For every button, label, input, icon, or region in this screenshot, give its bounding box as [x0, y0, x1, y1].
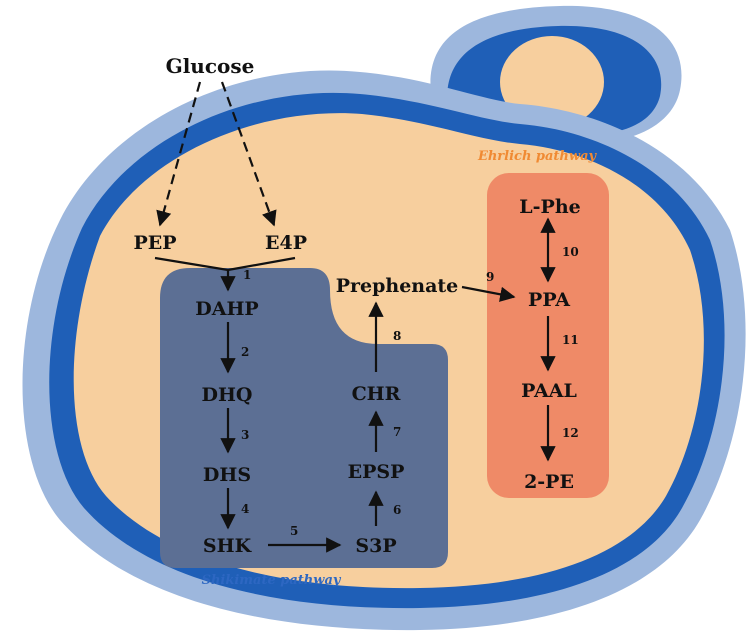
node-epsp: EPSP — [348, 461, 405, 483]
step-11: 11 — [562, 333, 579, 347]
node-e4p: E4P — [265, 232, 307, 254]
node-dhs: DHS — [203, 464, 251, 486]
node-dahp: DAHP — [195, 298, 258, 320]
arrow-prephenate-to-ppa — [461, 285, 516, 302]
node-s3p: S3P — [355, 535, 396, 557]
shikimate-pathway-label: Shikimate pathway — [202, 573, 342, 588]
step-7: 7 — [393, 425, 401, 439]
glucose-label: Glucose — [166, 54, 255, 78]
step-6: 6 — [393, 503, 401, 517]
step-5: 5 — [290, 524, 298, 538]
node-prephenate: Prephenate — [336, 275, 459, 297]
step-12: 12 — [562, 426, 579, 440]
node-dhq: DHQ — [202, 384, 253, 406]
node-pep: PEP — [133, 232, 176, 254]
node-lphe: L-Phe — [519, 196, 580, 218]
step-10: 10 — [562, 245, 579, 259]
node-2pe: 2-PE — [524, 471, 574, 493]
node-ppa: PPA — [528, 289, 570, 311]
step-4: 4 — [241, 502, 249, 516]
step-8: 8 — [393, 329, 401, 343]
step-2: 2 — [241, 345, 249, 359]
node-chr: CHR — [352, 383, 401, 405]
node-paal: PAAL — [521, 380, 577, 402]
step-3: 3 — [241, 428, 249, 442]
node-shk: SHK — [203, 535, 253, 557]
step-1: 1 — [243, 268, 251, 282]
step-9: 9 — [486, 270, 494, 284]
arrow-glucose-to-e4p — [220, 81, 277, 227]
ehrlich-pathway-label: Ehrlich pathway — [477, 149, 598, 164]
arrow-glucose-to-pep — [156, 81, 202, 227]
